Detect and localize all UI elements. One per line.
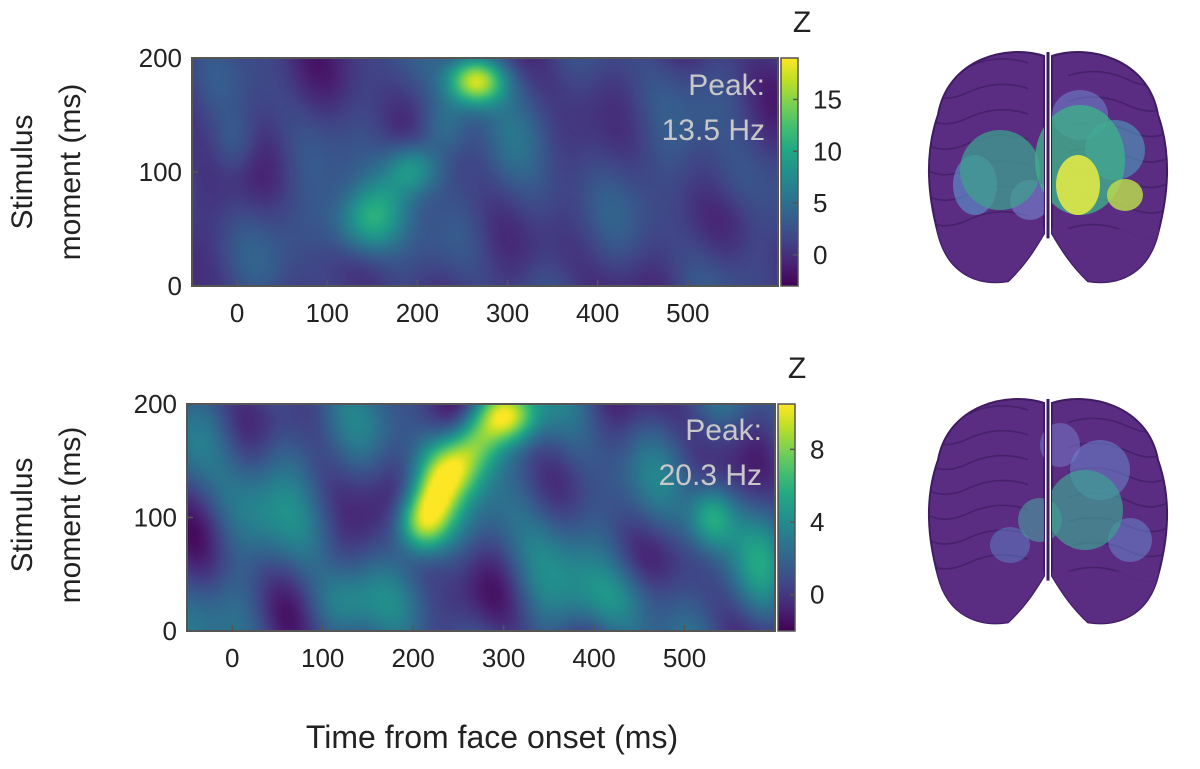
colorbar-tick-label: 4 — [810, 507, 824, 537]
x-tick-label: 100 — [306, 298, 349, 328]
x-tick-label: 400 — [576, 298, 619, 328]
heatmap-plot: 0 100 200 300 400 500 0 100 200 — [139, 43, 779, 328]
colorbar-gradient — [777, 403, 796, 632]
colorbar-tick-label: 0 — [810, 580, 824, 610]
heatmap-image — [192, 58, 778, 286]
brain-activation-spot — [1047, 470, 1123, 550]
x-tick-label: 0 — [230, 298, 244, 328]
x-tick-label: 300 — [482, 643, 525, 673]
annotation-line1: Peak: — [685, 414, 762, 447]
y-axis-label-line1: Stimulus — [6, 457, 39, 572]
y-tick-label: 100 — [139, 157, 182, 187]
x-tick-label: 200 — [391, 643, 434, 673]
brain-activation-overlay — [928, 405, 1168, 624]
brain-rendering-bottom — [927, 398, 1169, 625]
colorbar-tick-label: 5 — [813, 188, 827, 218]
x-tick-label: 200 — [396, 298, 439, 328]
colorbar-tick-label: 0 — [813, 240, 827, 270]
colorbar: 0 4 8 — [777, 403, 824, 632]
colorbar-tick-label: 15 — [813, 84, 842, 114]
annotation-line2: 20.3 Hz — [659, 459, 762, 492]
heatmap-panel-top: Stimulus moment (ms) 0 100 200 300 400 500010… — [6, 6, 842, 328]
annotation-line1: Peak: — [688, 69, 765, 102]
brain-cerebellum — [928, 571, 1168, 624]
x-tick-label: 500 — [663, 643, 706, 673]
x-axis-label: Time from face onset (ms) — [306, 719, 678, 755]
colorbar-tick-label: 10 — [813, 136, 842, 166]
colorbar-gradient — [780, 57, 799, 287]
x-tick-label: 400 — [572, 643, 615, 673]
brain-activation-spot — [1107, 179, 1143, 211]
colorbar-label: Z — [793, 6, 811, 39]
colorbar-label: Z — [788, 352, 806, 385]
y-tick-label: 200 — [139, 43, 182, 73]
y-tick-label: 200 — [134, 389, 177, 419]
colorbar-tick-label: 8 — [810, 434, 824, 464]
y-axis-label-line2: moment (ms) — [54, 427, 87, 604]
brain-activation-spot — [960, 130, 1040, 210]
x-tick-label: 0 — [225, 643, 239, 673]
brain-sulcus — [928, 504, 1029, 520]
x-tick-label: 300 — [486, 298, 529, 328]
x-tick-label: 100 — [301, 643, 344, 673]
y-tick-label: 0 — [163, 616, 177, 646]
annotation-line2: 13.5 Hz — [662, 114, 765, 147]
y-tick-label: 0 — [168, 271, 182, 301]
brain-cerebellum — [928, 228, 1168, 283]
brain-sulcus — [928, 479, 1029, 496]
brain-activation-spot — [1108, 518, 1152, 562]
x-tick-label: 500 — [666, 298, 709, 328]
heatmap-plot: 0 100 200 300 400 500 0 100 200 — [134, 389, 776, 673]
heatmap-image — [187, 404, 775, 631]
colorbar: 0 5 10 15 — [780, 57, 842, 287]
brain-activation-spot — [1056, 155, 1100, 215]
brain-rendering-top — [928, 51, 1168, 284]
brain-activation-spot — [990, 527, 1030, 563]
y-axis-label-line2: moment (ms) — [54, 84, 87, 261]
y-axis-label-line1: Stimulus — [6, 114, 39, 229]
y-tick-label: 100 — [134, 503, 177, 533]
heatmap-panel-bottom: Stimulus moment (ms) 0 100 200 300 400 500 0 10… — [6, 352, 824, 673]
